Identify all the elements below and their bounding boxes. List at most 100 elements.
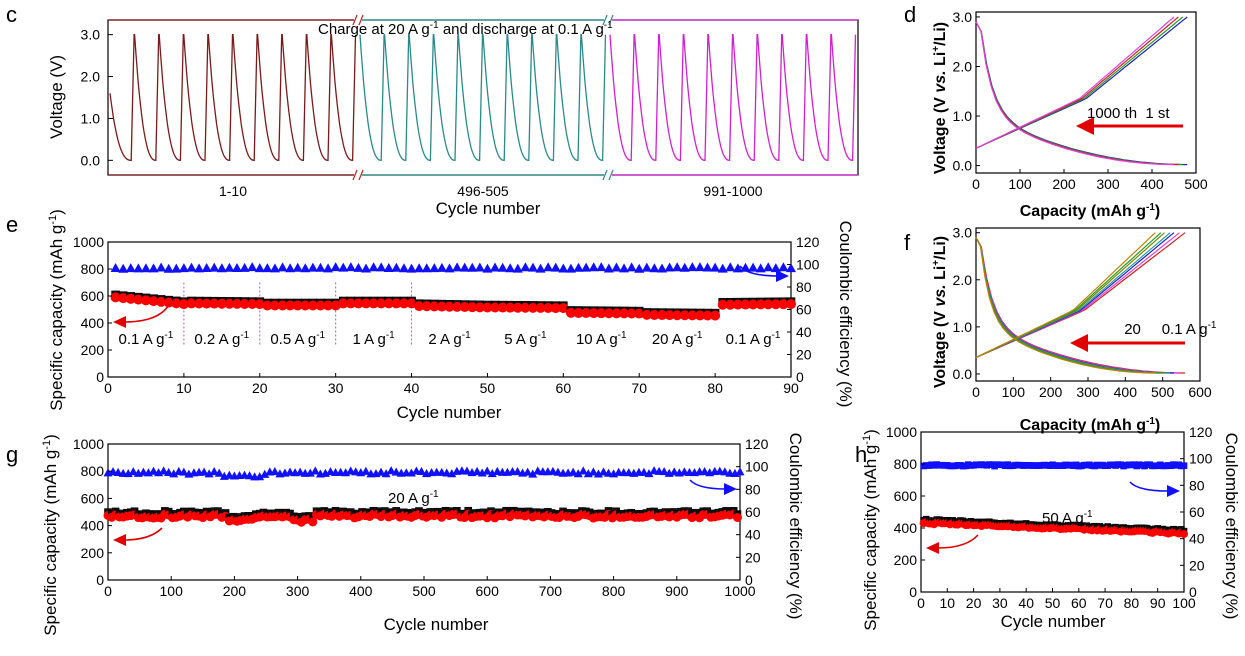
panel-f-xlabel-sup: -1 bbox=[1146, 416, 1155, 427]
ce-marker bbox=[232, 263, 243, 273]
panel-f-xlabel-main: Capacity (mAh g bbox=[1020, 417, 1146, 434]
ce-marker bbox=[133, 263, 144, 273]
panel-h-xlabel: Cycle number bbox=[1001, 612, 1106, 631]
y2-tick-label: 40 bbox=[796, 324, 812, 340]
panel-e-ticks: 0 10 20 30 40 50 60 70 80 90020040060080010000204… bbox=[73, 234, 820, 396]
panel-g-ylabel: Specific capacity (mAh g-1) bbox=[41, 434, 60, 636]
panel-f-ylabel-c: /Li) bbox=[932, 236, 949, 260]
panel-label-c: c bbox=[6, 2, 17, 27]
panel-e-red-arrow bbox=[123, 302, 171, 323]
charge-curve bbox=[975, 16, 1179, 149]
discharge-capacity-marker bbox=[308, 517, 318, 527]
y2-tick-label: 20 bbox=[745, 549, 761, 565]
y2-tick-label: 100 bbox=[796, 257, 820, 273]
panel-e-ylabel-sup: -1 bbox=[47, 215, 59, 225]
discharge-capacity-marker bbox=[596, 308, 607, 319]
y2-tick-label: 80 bbox=[1189, 477, 1205, 493]
x-tick-label: 100 bbox=[1172, 595, 1196, 611]
ce-marker bbox=[247, 262, 258, 272]
axis-break-mark bbox=[608, 169, 614, 181]
discharge-capacity-marker bbox=[459, 302, 470, 313]
panel-e-ce-markers bbox=[110, 262, 796, 273]
panel-f-annotation-sup: -1 bbox=[1208, 320, 1217, 331]
discharge-capacity-marker bbox=[292, 300, 303, 311]
panel-h-red-arrowhead bbox=[926, 542, 939, 554]
axis-break-mark bbox=[358, 14, 364, 26]
ce-marker bbox=[186, 262, 197, 272]
y-tick-label: 1.0 bbox=[953, 319, 973, 335]
ce-marker bbox=[573, 469, 583, 478]
ce-marker bbox=[523, 467, 533, 476]
y2-tick-label: 80 bbox=[796, 279, 812, 295]
panel-label-f: f bbox=[904, 230, 911, 255]
x-tick-label: 60 bbox=[1071, 595, 1087, 611]
rate-label-sup: -1 bbox=[462, 330, 471, 341]
ce-marker bbox=[702, 262, 713, 272]
panel-d-xlabel: Capacity (mAh g-1) bbox=[1020, 202, 1160, 220]
y-tick-label: 1.0 bbox=[81, 110, 101, 126]
panel-f-ylabel-sup: + bbox=[931, 260, 942, 266]
panel-c-y-ticks: 0.0 1.0 2.0 3.0 bbox=[81, 27, 113, 168]
discharge-capacity-marker bbox=[323, 300, 334, 311]
ce-marker bbox=[414, 263, 425, 273]
x-tick-label: 800 bbox=[602, 583, 626, 599]
ce-marker bbox=[543, 262, 554, 272]
ce-marker bbox=[239, 262, 250, 272]
rate-label-sup: -1 bbox=[538, 330, 547, 341]
panel-f-xlabel-end: ) bbox=[1155, 417, 1160, 434]
ce-marker bbox=[619, 263, 630, 273]
rate-label-main: 2 A g bbox=[428, 331, 461, 348]
ce-marker bbox=[598, 467, 608, 476]
discharge-capacity-marker bbox=[467, 302, 478, 313]
ce-marker bbox=[482, 263, 493, 273]
discharge-capacity-marker bbox=[573, 307, 584, 318]
panel-d-ylabel: Voltage (V vs. Li+/Li) bbox=[931, 22, 949, 174]
discharge-capacity-marker bbox=[398, 298, 409, 309]
ce-marker bbox=[512, 263, 523, 273]
ce-marker bbox=[535, 263, 546, 273]
y2-tick-label: 120 bbox=[796, 234, 820, 250]
y-tick-label: 3.0 bbox=[953, 9, 973, 25]
discharge-capacity-marker bbox=[535, 302, 546, 313]
panel-c-axis-breaks bbox=[352, 14, 614, 181]
panel-f-annotation-main: 20 0.1 A g bbox=[1124, 321, 1207, 338]
ce-marker bbox=[149, 466, 159, 475]
rate-label-main: 10 A g bbox=[576, 331, 618, 348]
x-tick-label: 100 bbox=[160, 583, 184, 599]
ce-marker bbox=[292, 262, 303, 272]
discharge-capacity-marker bbox=[376, 298, 387, 309]
panel-f: 0 100 200 300 400 500 600 0.0 1.0 2.0 3.0 20 0.1 A… bbox=[931, 225, 1217, 434]
ce-marker bbox=[345, 262, 356, 272]
discharge-capacity-marker bbox=[452, 301, 463, 312]
ce-marker bbox=[558, 263, 569, 273]
y-tick-label: 0.0 bbox=[953, 366, 973, 382]
x-tick-label: 500 bbox=[1184, 176, 1208, 192]
panel-e-dividers bbox=[183, 282, 413, 346]
panel-c-xlabel: Cycle number bbox=[436, 199, 541, 218]
discharge-capacity-marker bbox=[505, 302, 516, 313]
x-tick-label: 400 bbox=[349, 583, 373, 599]
ce-marker bbox=[178, 263, 189, 273]
panel-d-xlabel-main: Capacity (mAh g bbox=[1020, 203, 1146, 220]
y2-tick-label: 40 bbox=[745, 527, 761, 543]
x-tick-label: 200 bbox=[223, 583, 247, 599]
panel-e-ylabel: Specific capacity (mAh g-1) bbox=[47, 209, 66, 411]
discharge-capacity-marker bbox=[209, 298, 220, 309]
ce-marker bbox=[641, 262, 652, 272]
ce-marker bbox=[421, 263, 432, 273]
rate-label-sup: -1 bbox=[772, 330, 781, 341]
discharge-capacity-marker bbox=[163, 297, 174, 308]
panel-c: 0.0 1.0 2.0 3.0 1-10 496-505 991-1000 Charge … bbox=[47, 14, 859, 218]
x-tick-label: 90 bbox=[783, 380, 799, 396]
x-tick-label: 200 bbox=[1039, 384, 1063, 400]
discharge-capacity-marker bbox=[406, 298, 417, 309]
y-tick-label: 0.0 bbox=[81, 152, 101, 168]
discharge-capacity-marker bbox=[687, 310, 698, 321]
panel-g-ticks: 0 100 200 300 400 500 600 700 800 900 100002004006… bbox=[73, 436, 769, 599]
ce-marker bbox=[603, 263, 614, 273]
ce-marker bbox=[452, 262, 463, 272]
discharge-capacity-marker bbox=[383, 298, 394, 309]
voltage-profile-line bbox=[109, 34, 357, 162]
panel-h-annotation: 50 A g-1 bbox=[1042, 509, 1093, 527]
panel-e-rate-labels: 0.1 A g-1 0.2 A g-1 0.5 A g-1 1 A g-1 2 A g-… bbox=[119, 330, 781, 348]
